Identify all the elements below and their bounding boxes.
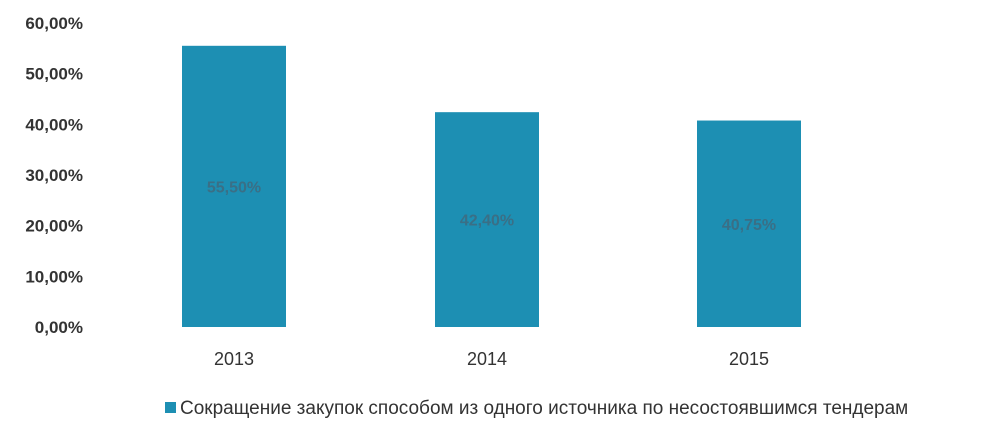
y-tick-label: 60,00% (25, 14, 83, 33)
data-label-2015: 40,75% (722, 217, 776, 234)
data-label-2013: 55,50% (207, 179, 261, 196)
legend-swatch (165, 402, 176, 413)
data-labels: 55,50% 42,40% 40,75% (207, 179, 776, 233)
bar-2015 (697, 120, 801, 328)
bar-2013 (182, 45, 286, 328)
y-tick-label: 20,00% (25, 217, 83, 236)
y-tick-label: 10,00% (25, 267, 83, 286)
x-axis: 2013 2014 2015 (214, 349, 769, 369)
bar-2014 (435, 112, 539, 327)
data-label-2014: 42,40% (460, 213, 514, 230)
y-tick-label: 40,00% (25, 115, 83, 134)
y-tick-label: 0,00% (35, 318, 83, 337)
x-tick-label-2015: 2015 (729, 349, 769, 369)
legend-label: Сокращение закупок способом из одного ис… (180, 398, 908, 419)
bars (182, 45, 801, 328)
legend: Сокращение закупок способом из одного ис… (165, 398, 908, 419)
x-tick-label-2013: 2013 (214, 349, 254, 369)
x-tick-label-2014: 2014 (467, 349, 507, 369)
y-axis: 0,00% 10,00% 20,00% 30,00% 40,00% 50,00% 60,00… (25, 14, 83, 337)
y-tick-label: 50,00% (25, 65, 83, 84)
y-tick-label: 30,00% (25, 166, 83, 185)
